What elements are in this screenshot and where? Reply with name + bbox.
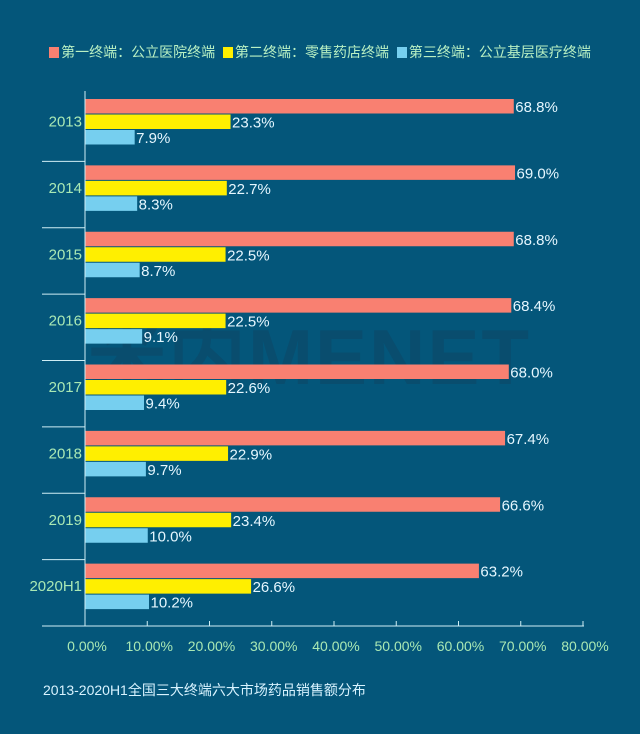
x-tick-label: 40.00%	[312, 638, 359, 654]
x-tick-label: 70.00%	[499, 638, 546, 654]
data-label: 9.7%	[147, 462, 181, 479]
bar-tier2	[85, 247, 226, 262]
data-label: 66.6%	[502, 497, 545, 514]
data-label: 68.0%	[510, 365, 553, 382]
data-label: 26.6%	[253, 579, 296, 596]
legend-label-tier2: 第二终端：零售药店终端	[235, 44, 389, 60]
y-category-label: 2014	[49, 180, 82, 197]
data-label: 23.3%	[232, 115, 275, 132]
data-label: 7.9%	[136, 130, 170, 147]
data-label: 8.7%	[141, 263, 175, 280]
bar-tier1	[85, 563, 479, 579]
y-category-label: 2016	[49, 313, 82, 330]
bar-tier2	[85, 579, 252, 594]
data-label: 68.8%	[515, 232, 558, 249]
x-tick-label: 60.00%	[437, 638, 484, 654]
data-label: 63.2%	[480, 564, 523, 581]
x-tick-label: 20.00%	[188, 638, 235, 654]
data-label: 68.8%	[515, 99, 558, 116]
bar-tier3	[85, 196, 138, 211]
bar-tier2	[85, 114, 231, 129]
legend-swatch-tier2	[223, 47, 233, 58]
y-category-label: 2015	[49, 246, 82, 263]
data-label: 9.4%	[146, 396, 180, 413]
legend-label-tier1: 第一终端：公立医院终端	[61, 44, 216, 60]
bar-tier2	[85, 446, 229, 461]
data-label: 10.0%	[149, 528, 192, 545]
x-tick-label: 50.00%	[375, 638, 422, 654]
legend-swatch-tier1	[49, 47, 60, 58]
bar-tier3	[85, 262, 140, 278]
bar-tier1	[85, 364, 509, 379]
legend: 第一终端：公立医院终端 第二终端：零售药店终端 第三终端：公立基层医疗终端	[0, 42, 640, 62]
data-label: 22.5%	[227, 314, 270, 331]
bar-tier1	[85, 298, 512, 313]
bar-tier3	[85, 528, 148, 543]
bar-tier3	[85, 329, 143, 344]
data-label: 22.7%	[228, 181, 271, 198]
bar-tier3	[85, 130, 135, 145]
bar-tier1	[85, 497, 501, 512]
legend-label-tier3: 第三终端：公立基层医疗终端	[408, 44, 591, 60]
data-label: 69.0%	[517, 165, 560, 182]
data-label: 67.4%	[507, 431, 550, 448]
y-category-label: 2017	[49, 379, 82, 396]
legend-swatch-tier3	[396, 47, 407, 58]
bar-tier2	[85, 180, 227, 196]
bar-tier3	[85, 594, 149, 610]
x-tick-label: 0.00%	[67, 638, 107, 654]
bar-tier2	[85, 380, 227, 395]
y-category-label: 2019	[49, 512, 82, 529]
y-category-label: 2013	[49, 114, 82, 131]
legend-item-tier2: 第二终端：零售药店终端	[223, 42, 389, 62]
bar-tier3	[85, 461, 146, 477]
data-label: 22.9%	[230, 446, 273, 463]
data-label: 8.3%	[139, 196, 173, 213]
bar-tier1	[85, 430, 506, 446]
x-tick-label: 10.00%	[126, 638, 173, 654]
bar-tier1	[85, 231, 514, 247]
y-category-label: 2018	[49, 445, 82, 462]
bar-tier3	[85, 395, 145, 410]
data-label: 22.6%	[228, 380, 271, 397]
data-label: 9.1%	[144, 329, 178, 346]
chart-caption: 2013-2020H1全国三大终端六大市场药品销售额分布	[43, 682, 366, 698]
bar-tier1	[85, 99, 514, 114]
data-label: 10.2%	[150, 595, 193, 612]
data-label: 22.5%	[227, 247, 270, 264]
y-category-label: 2020H1	[29, 578, 82, 595]
data-label: 23.4%	[233, 513, 276, 530]
bar-tier1	[85, 165, 516, 180]
x-tick-label: 30.00%	[250, 638, 297, 654]
data-label: 68.4%	[513, 298, 556, 315]
legend-item-tier3: 第三终端：公立基层医疗终端	[396, 42, 591, 62]
bar-tier2	[85, 313, 226, 329]
x-tick-label: 80.00%	[561, 638, 608, 654]
legend-item-tier1: 第一终端：公立医院终端	[49, 42, 215, 62]
bar-tier2	[85, 512, 232, 528]
